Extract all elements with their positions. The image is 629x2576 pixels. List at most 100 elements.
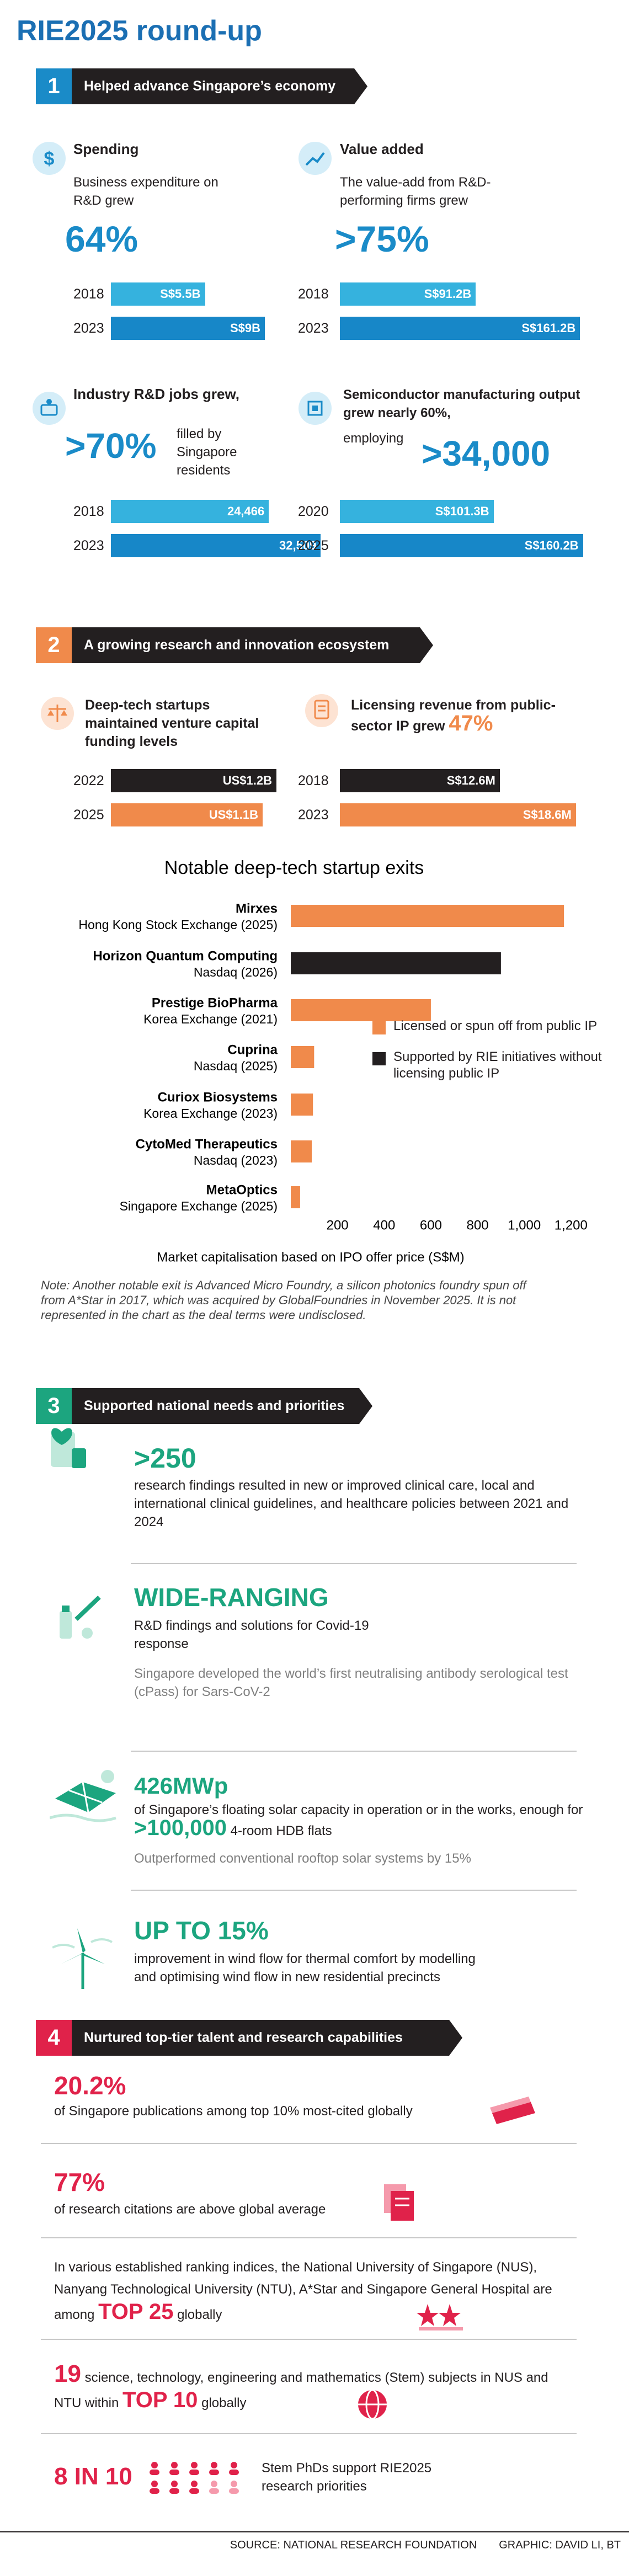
section-heading: A growing research and innovation ecosys… [72, 627, 433, 663]
category-note: Hong Kong Stock Exchange (2025) [78, 918, 278, 932]
big-figure: 64% [65, 218, 138, 259]
big-figure: 77% [54, 2168, 105, 2196]
category-label: 2023 [73, 538, 104, 553]
category-label: 2018 [298, 773, 329, 788]
item-highlight: TOP 10 [122, 2388, 198, 2412]
category-note: Nasdaq (2026) [194, 965, 278, 979]
item-text-part: globally [201, 2396, 247, 2410]
bar: S$9B [111, 317, 265, 340]
x-tick-label: 600 [420, 1218, 442, 1233]
category-note: Korea Exchange (2023) [143, 1106, 278, 1121]
category-label: 2023 [73, 321, 104, 336]
category-label: Mirxes [236, 901, 278, 916]
item-detail: Outperformed conventional rooftop solar … [134, 1851, 471, 1866]
item-text: of research citations are above global a… [54, 2202, 326, 2217]
bar: US$1.1B [111, 803, 263, 826]
legend-swatch [372, 1021, 386, 1034]
bar: 32,509 [111, 534, 321, 557]
category-label: Prestige BioPharma [152, 995, 278, 1010]
separator [41, 2237, 577, 2238]
big-figure: 47% [449, 711, 493, 735]
item-text-part: In various established ranking indices, … [54, 2260, 552, 2322]
chart-note: Note: Another notable exit is Advanced M… [41, 1278, 526, 1322]
category-note: Nasdaq (2023) [194, 1153, 278, 1167]
icon-licensing [305, 694, 338, 727]
bar [291, 952, 501, 974]
x-axis-title: Market capitalisation based on IPO offer… [157, 1250, 464, 1265]
item-text-part: 4-room HDB flats [230, 1823, 332, 1838]
bar: S$12.6M [340, 769, 500, 792]
big-figure: 20.2% [54, 2071, 126, 2100]
icon-stars [417, 2304, 463, 2330]
category-label: 2023 [298, 807, 329, 823]
bar [291, 999, 431, 1021]
credit: GRAPHIC: DAVID LI, BT [499, 2539, 621, 2551]
item-text: Stem PhDs support RIE2025 research prior… [262, 2461, 432, 2494]
separator [131, 1563, 577, 1564]
legend: Licensed or spun off from public IP Suppo… [372, 1018, 604, 1096]
section-number: 4 [36, 2020, 72, 2056]
big-figure: WIDE-RANGING [134, 1583, 329, 1612]
big-figure: 8 IN 10 [54, 2463, 132, 2490]
exits-chart: Notable deep-tech startup exits Mirxes Ho… [78, 857, 587, 1265]
value-label: S$12.6M [446, 774, 495, 787]
legend-label: Supported by RIE initiatives without lic… [393, 1049, 602, 1081]
separator [131, 1751, 577, 1752]
value-label: 32,509 [279, 538, 317, 552]
panel-label: Deep-tech startups maintained venture ca… [85, 697, 259, 749]
x-tick-label: 800 [467, 1218, 489, 1233]
category-note: Korea Exchange (2021) [143, 1012, 278, 1026]
value-label: S$160.2B [524, 538, 579, 552]
item-text-part: globally [177, 2307, 222, 2322]
separator [41, 2143, 577, 2144]
chart-title: Notable deep-tech startup exits [164, 857, 424, 878]
legend-item: Supported by RIE initiatives without lic… [372, 1049, 604, 1082]
big-figure: >70% [65, 426, 157, 466]
footer: SOURCE: NATIONAL RESEARCH FOUNDATION GRAP… [230, 2539, 621, 2552]
value-label: S$18.6M [523, 808, 572, 822]
big-figure: >75% [335, 218, 429, 259]
item-text: In various established ranking indices, … [54, 2257, 573, 2326]
legend-label: Licensed or spun off from public IP [393, 1018, 598, 1033]
panel-text: filled by Singapore residents [177, 426, 237, 478]
section-heading: Helped advance Singapore’s economy [72, 68, 367, 104]
big-figure: 426MWp [134, 1773, 228, 1799]
item-text: 19 science, technology, engineering and … [54, 2360, 573, 2414]
category-label: 2022 [73, 773, 104, 788]
bar: S$160.2B [340, 534, 583, 557]
bar [291, 1186, 300, 1208]
big-figure: >34,000 [422, 434, 551, 473]
value-label: S$9B [230, 321, 260, 335]
icon-covid [60, 1596, 101, 1639]
separator [41, 2339, 577, 2340]
bar: 24,466 [111, 500, 269, 523]
x-tick-label: 400 [373, 1218, 395, 1233]
section-number: 1 [36, 68, 72, 104]
category-label: CytoMed Therapeutics [136, 1137, 278, 1151]
category-label: Cuprina [227, 1042, 278, 1057]
bar: S$161.2B [340, 317, 580, 340]
icon-venture [41, 697, 74, 730]
icon-spending: $ [33, 142, 66, 175]
item-text: R&D findings and solutions for Covid-19 … [134, 1618, 369, 1651]
legend-swatch [372, 1052, 386, 1065]
item-highlight: TOP 25 [98, 2300, 174, 2324]
panel-text: The value-add from R&D-performing firms … [340, 175, 491, 208]
bar [291, 905, 564, 927]
bar [291, 1094, 313, 1116]
panel-text: employing [343, 431, 404, 446]
big-figure: 19 [54, 2360, 81, 2387]
item-highlight: >100,000 [134, 1816, 227, 1840]
item-text-part: of Singapore’s floating solar capacity i… [134, 1802, 583, 1817]
bar [291, 1046, 314, 1068]
separator [41, 2433, 577, 2434]
value-label: S$91.2B [424, 287, 472, 301]
bar [291, 1140, 312, 1162]
category-label: 2025 [298, 538, 329, 553]
value-label: US$1.1B [209, 808, 258, 822]
icon-globe [358, 2389, 387, 2420]
section-heading: Supported national needs and priorities [72, 1388, 372, 1424]
icon-jobs [33, 392, 66, 425]
bar: S$5.5B [111, 282, 205, 306]
